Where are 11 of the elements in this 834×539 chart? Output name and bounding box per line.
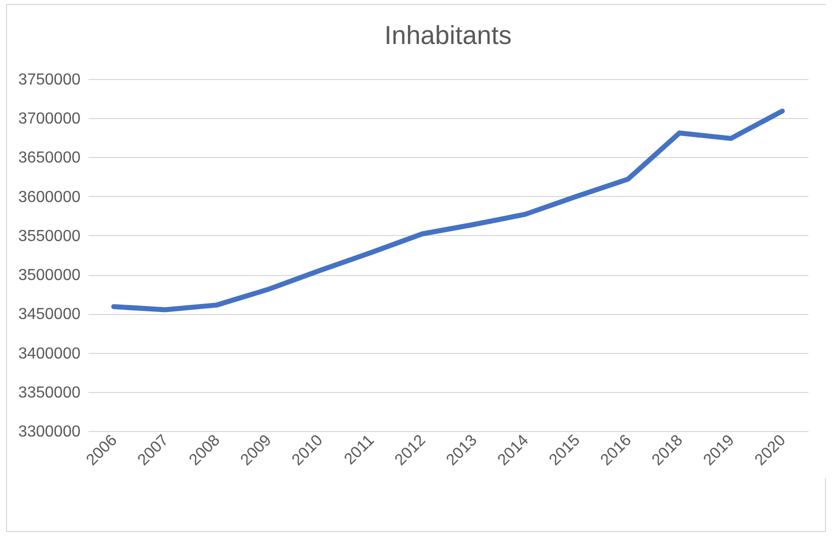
- y-tick-label: 3500000: [18, 267, 81, 284]
- y-tick-label: 3700000: [18, 110, 81, 128]
- y-tick-label: 3550000: [18, 228, 81, 245]
- y-tick-label: 3750000: [18, 72, 81, 88]
- y-tick-label: 3650000: [18, 150, 81, 167]
- y-tick-label: 3300000: [18, 424, 81, 440]
- y-tick-label: 3450000: [18, 306, 81, 324]
- chart-title: Inhabitants: [384, 20, 512, 50]
- y-tick-label: 3350000: [18, 384, 81, 402]
- y-tick-label: 3400000: [18, 345, 81, 362]
- y-tick-label: 3600000: [18, 188, 81, 206]
